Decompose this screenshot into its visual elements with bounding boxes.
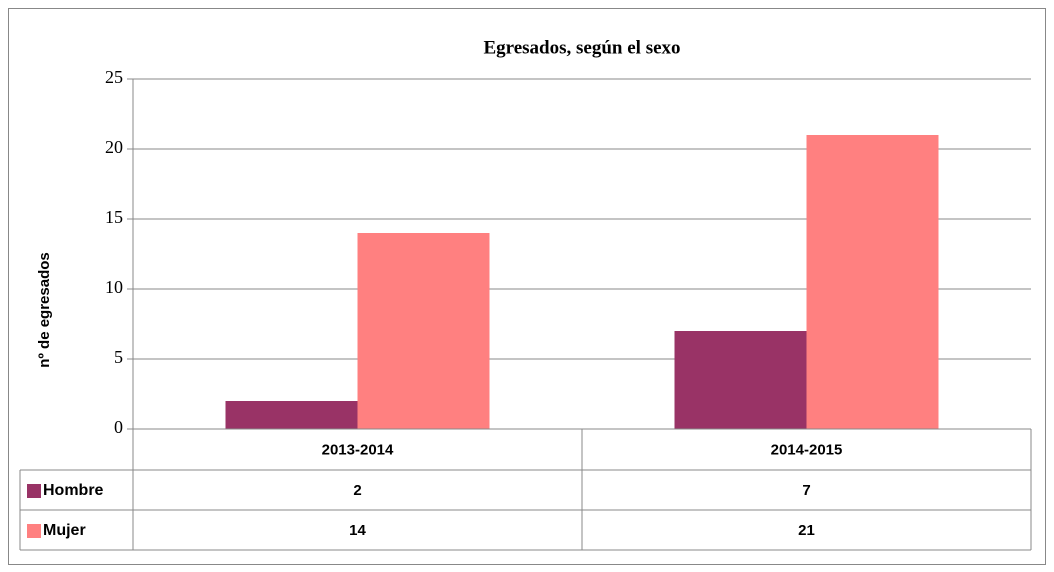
- table-value: 7: [802, 482, 810, 499]
- bar: [806, 135, 939, 429]
- y-tick-label: 25: [105, 67, 123, 87]
- bar: [225, 401, 358, 429]
- chart-title: Egresados, según el sexo: [483, 37, 680, 58]
- y-tick-label: 15: [105, 207, 123, 227]
- y-tick-label: 5: [114, 347, 123, 367]
- bar: [674, 331, 807, 429]
- legend-label: Mujer: [43, 522, 86, 539]
- legend-label: Hombre: [43, 482, 104, 499]
- table-value: 2: [353, 482, 361, 499]
- x-tick-label: 2014-2015: [771, 441, 843, 458]
- y-tick-label: 10: [105, 277, 123, 297]
- legend-key: [27, 524, 41, 538]
- y-axis-label: nº de egresados: [36, 252, 53, 368]
- bar: [357, 233, 490, 429]
- legend-key: [27, 484, 41, 498]
- x-tick-label: 2013-2014: [322, 441, 394, 458]
- table-value: 14: [349, 522, 366, 539]
- y-tick-label: 20: [105, 137, 123, 157]
- y-tick-label: 0: [114, 417, 123, 437]
- table-value: 21: [798, 522, 815, 539]
